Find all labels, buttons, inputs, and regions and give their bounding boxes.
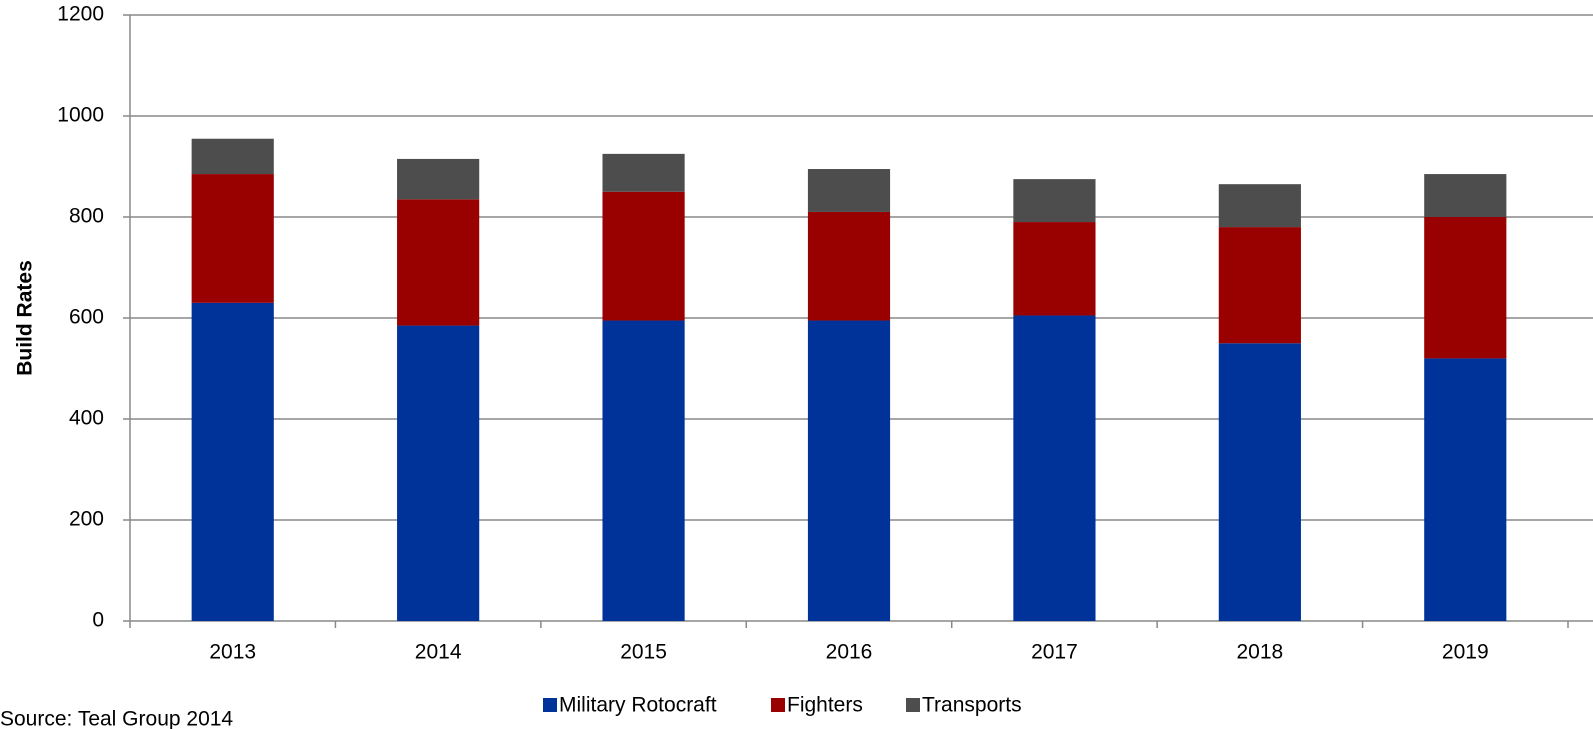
bar-segment xyxy=(191,302,274,621)
bar-segment xyxy=(1013,315,1096,621)
x-tick-label: 2018 xyxy=(1236,641,1283,664)
x-tick-label: 2013 xyxy=(209,641,256,664)
bar-segment xyxy=(602,320,685,621)
bar-segment xyxy=(191,138,274,175)
bar-segment xyxy=(1013,179,1096,223)
y-tick-label: 600 xyxy=(69,306,104,329)
bar-segment xyxy=(397,325,480,621)
y-axis-label: Build Rates xyxy=(14,260,37,376)
bar-segment xyxy=(1424,358,1507,621)
legend-label: Transports xyxy=(922,694,1022,717)
bar-segment xyxy=(807,211,891,321)
y-tick-label: 1200 xyxy=(57,3,104,26)
bar-segment xyxy=(1424,174,1507,217)
bar-segment xyxy=(397,158,480,200)
bar-segment xyxy=(602,153,685,192)
bar-segment xyxy=(807,169,891,212)
bar-segment xyxy=(191,174,274,303)
y-tick-label: 1000 xyxy=(57,104,104,127)
legend-swatch xyxy=(543,698,557,712)
bar-segment xyxy=(602,191,685,321)
legend-swatch xyxy=(906,698,920,712)
x-tick-label: 2015 xyxy=(620,641,667,664)
x-tick-label: 2016 xyxy=(826,641,873,664)
y-tick-label: 800 xyxy=(69,205,104,228)
bar-segment xyxy=(397,199,480,326)
legend-label: Military Rotocraft xyxy=(559,694,717,717)
bar-segment xyxy=(1218,343,1301,621)
x-tick-label: 2017 xyxy=(1031,641,1078,664)
x-tick-label: 2014 xyxy=(415,641,462,664)
bar-segment xyxy=(1218,227,1301,344)
y-tick-label: 0 xyxy=(92,609,104,632)
y-tick-label: 400 xyxy=(69,407,104,430)
bar-segment xyxy=(807,320,891,621)
bar-segment xyxy=(1218,184,1301,228)
legend-label: Fighters xyxy=(787,694,863,717)
x-tick-label: 2019 xyxy=(1442,641,1489,664)
bar-segment xyxy=(1013,222,1096,316)
bar-segment xyxy=(1424,217,1507,359)
y-tick-label: 200 xyxy=(69,508,104,531)
legend-swatch xyxy=(771,698,785,712)
source-note: Source: Teal Group 2014 xyxy=(0,708,233,729)
